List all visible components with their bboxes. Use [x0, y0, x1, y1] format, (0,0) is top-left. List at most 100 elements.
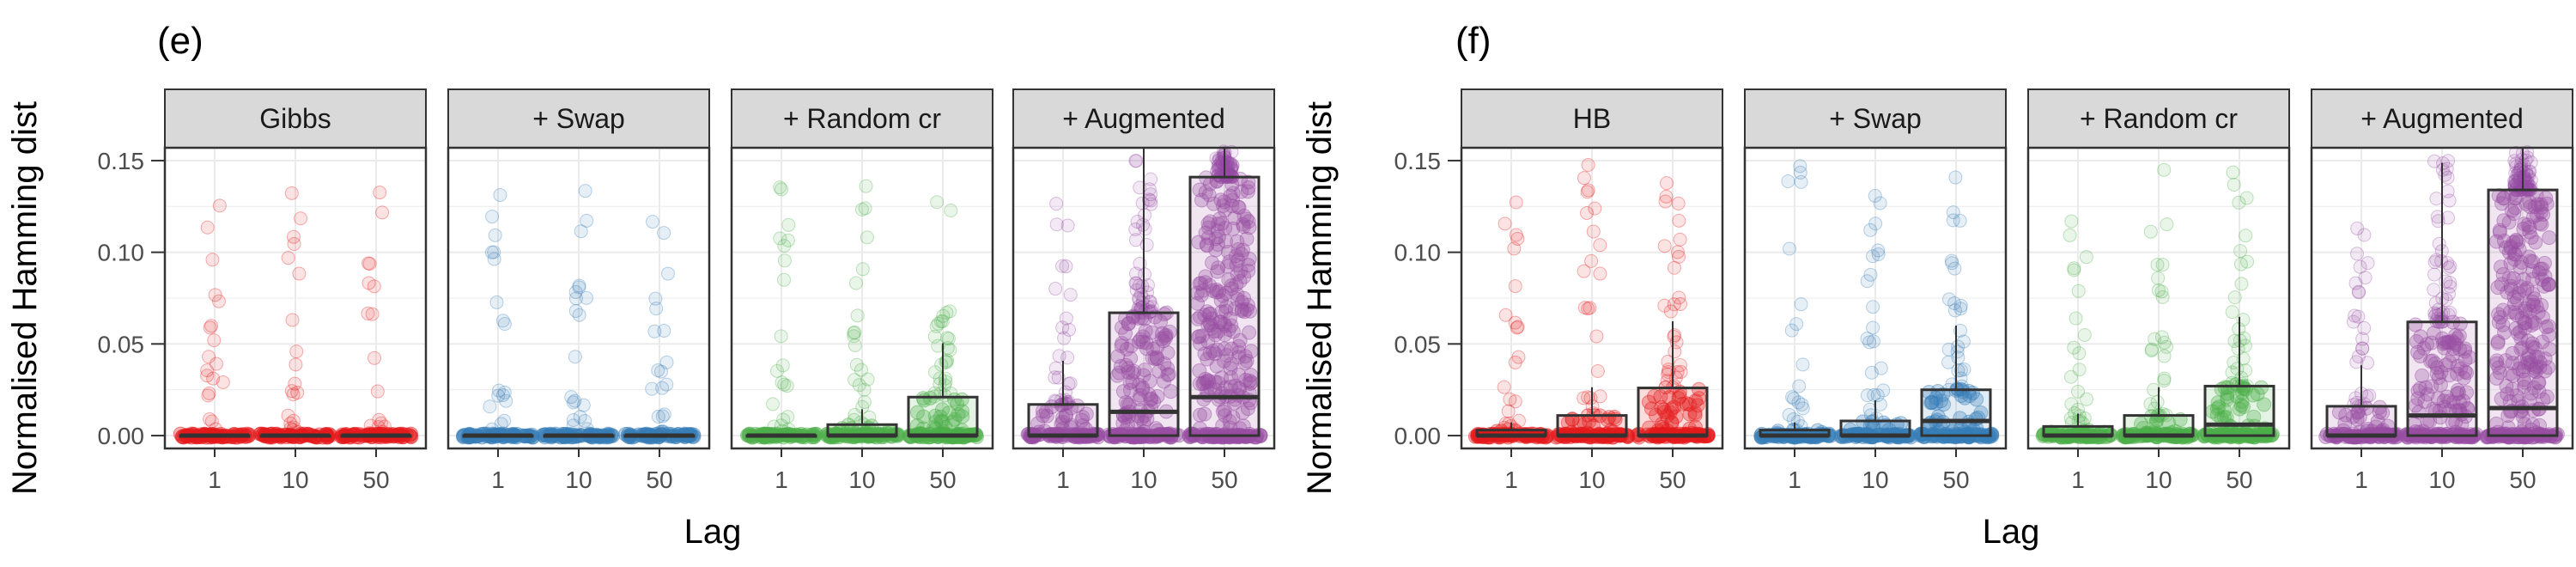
data-point: [487, 252, 501, 266]
data-point: [579, 290, 593, 305]
data-point: [1946, 213, 1960, 228]
points-50: [1182, 144, 1268, 445]
data-point: [204, 414, 219, 429]
data-point: [1862, 335, 1877, 350]
data-point: [2225, 305, 2239, 320]
data-point: [1223, 361, 1238, 376]
data-point: [1218, 303, 1233, 319]
data-point: [1208, 231, 1224, 247]
data-point: [2427, 283, 2441, 297]
data-point: [1060, 351, 1075, 365]
data-point: [210, 357, 224, 371]
data-point: [1198, 371, 1213, 387]
data-point: [203, 320, 217, 335]
data-point: [1212, 314, 1228, 330]
x-tick-label: 1: [1056, 466, 1070, 493]
data-point: [371, 420, 386, 435]
data-point: [934, 402, 950, 418]
data-point: [1214, 304, 1230, 320]
data-point: [1242, 325, 1257, 340]
data-point: [848, 325, 862, 339]
data-point: [916, 409, 932, 424]
data-point: [1128, 233, 1143, 247]
box-10: [1839, 419, 1911, 437]
data-point: [933, 314, 948, 329]
data-point: [2145, 342, 2160, 357]
data-point: [1039, 408, 1054, 424]
data-point: [645, 215, 659, 229]
data-point: [2234, 277, 2249, 291]
data-point: [1143, 392, 1158, 407]
data-point: [1231, 344, 1247, 360]
data-point: [580, 213, 594, 228]
data-point: [495, 314, 510, 328]
data-point: [1118, 326, 1133, 341]
data-point: [1201, 307, 1217, 322]
data-point: [1122, 375, 1138, 390]
data-point: [374, 416, 388, 430]
data-point: [1052, 349, 1066, 363]
x-tick-label: 10: [1578, 466, 1605, 493]
data-point: [1236, 418, 1251, 434]
data-point: [1194, 276, 1209, 291]
data-point: [1227, 301, 1242, 316]
data-point: [1051, 370, 1066, 385]
data-point: [1156, 374, 1171, 389]
data-point: [775, 375, 789, 390]
facet-strip-label: + Random cr: [2080, 103, 2238, 134]
data-point: [2429, 253, 2444, 267]
data-point: [286, 413, 301, 428]
data-point: [1110, 349, 1126, 364]
data-point: [939, 305, 954, 320]
data-point: [204, 319, 219, 333]
box-50: [1637, 387, 1709, 437]
facet-strip: [1012, 88, 1275, 149]
data-point: [1114, 320, 1129, 335]
data-point: [1219, 348, 1235, 363]
box-10: [1108, 311, 1180, 437]
data-point: [1241, 180, 1256, 195]
data-point: [1059, 259, 1073, 274]
data-point: [847, 329, 861, 344]
data-point: [372, 412, 386, 427]
data-point: [1237, 355, 1253, 370]
data-point: [288, 376, 302, 391]
data-point: [659, 355, 674, 369]
data-point: [1139, 335, 1154, 351]
y-tick-label: 0.00: [1394, 423, 1442, 449]
data-point: [1154, 331, 1170, 346]
data-point: [1111, 365, 1127, 381]
data-point: [1590, 363, 1605, 378]
data-point: [2150, 258, 2165, 272]
data-point: [1201, 374, 1217, 389]
data-point: [1150, 388, 1165, 404]
data-point: [1866, 320, 1880, 335]
data-point: [1125, 374, 1140, 389]
data-point: [1146, 393, 1162, 409]
data-point: [572, 280, 586, 295]
data-point: [1659, 176, 1674, 191]
data-point: [2239, 363, 2253, 378]
data-point: [568, 393, 582, 408]
data-point: [938, 388, 952, 403]
data-point: [1588, 201, 1602, 216]
data-point: [1139, 237, 1154, 252]
facet-strip-label: + Augmented: [2360, 103, 2523, 134]
data-point: [929, 319, 944, 333]
data-point: [1222, 254, 1237, 270]
data-point: [1036, 408, 1051, 424]
data-point: [1197, 346, 1212, 362]
data-point: [1866, 300, 1880, 314]
data-point: [1138, 222, 1152, 236]
data-point: [854, 363, 868, 377]
data-point: [1789, 317, 1804, 332]
data-point: [770, 363, 785, 378]
data-point: [2064, 397, 2079, 412]
data-point: [1129, 276, 1144, 290]
data-point: [2443, 259, 2458, 274]
data-point: [2436, 156, 2451, 171]
data-point: [1133, 387, 1148, 403]
data-point: [2429, 192, 2444, 206]
data-point: [2067, 263, 2081, 277]
data-point: [1232, 332, 1248, 348]
